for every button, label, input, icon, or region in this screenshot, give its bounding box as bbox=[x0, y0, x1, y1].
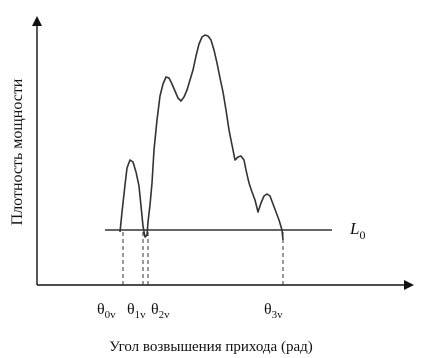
theta-label-2v: θ2v bbox=[151, 301, 170, 321]
y-axis-label: Плотность мощности bbox=[9, 78, 26, 225]
x-axis-label: Угол возвышения прихода (рад) bbox=[109, 339, 312, 355]
theta-label-3v: θ3v bbox=[264, 301, 283, 321]
theta-label-0v: θ0v bbox=[97, 301, 116, 321]
power-density-curve bbox=[119, 34, 284, 241]
threshold-label: L0 bbox=[349, 219, 365, 242]
theta-label-1v: θ1v bbox=[127, 301, 146, 321]
